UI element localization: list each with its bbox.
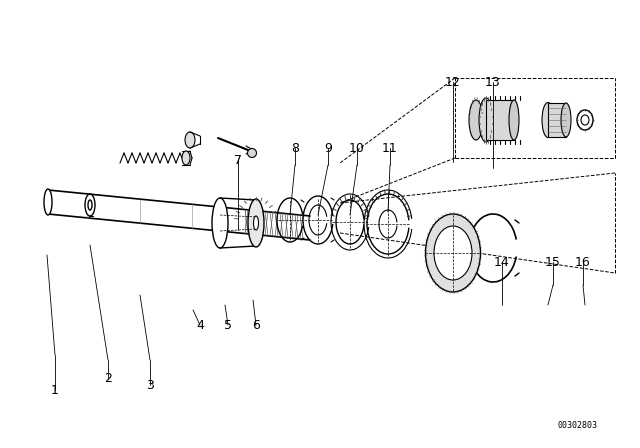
Text: 10: 10 [349,142,365,155]
Text: 5: 5 [224,319,232,332]
Ellipse shape [469,100,483,140]
Ellipse shape [577,110,593,130]
Text: 2: 2 [104,371,112,384]
Text: 8: 8 [291,142,299,155]
Ellipse shape [581,115,589,125]
Text: 4: 4 [196,319,204,332]
Text: 13: 13 [485,76,501,89]
Text: 00302803: 00302803 [558,421,598,430]
Ellipse shape [85,194,95,216]
Bar [548,103,566,137]
Ellipse shape [182,151,190,165]
Ellipse shape [212,198,228,248]
Ellipse shape [185,132,195,148]
Ellipse shape [88,200,92,210]
Ellipse shape [248,199,264,247]
Ellipse shape [561,103,571,137]
Ellipse shape [248,148,257,158]
Text: 11: 11 [382,142,398,155]
Text: 12: 12 [445,76,461,89]
Ellipse shape [426,214,481,292]
Text: 7: 7 [234,154,242,167]
Text: 6: 6 [252,319,260,332]
Ellipse shape [44,189,52,215]
Text: 1: 1 [51,383,59,396]
Ellipse shape [253,216,259,230]
Text: 16: 16 [575,255,591,268]
Ellipse shape [509,100,519,140]
Ellipse shape [434,226,472,280]
Text: 14: 14 [494,255,510,268]
Bar [486,100,514,140]
Text: 15: 15 [545,255,561,268]
Ellipse shape [479,98,493,142]
Text: 3: 3 [146,379,154,392]
Text: 9: 9 [324,142,332,155]
Ellipse shape [542,103,554,138]
